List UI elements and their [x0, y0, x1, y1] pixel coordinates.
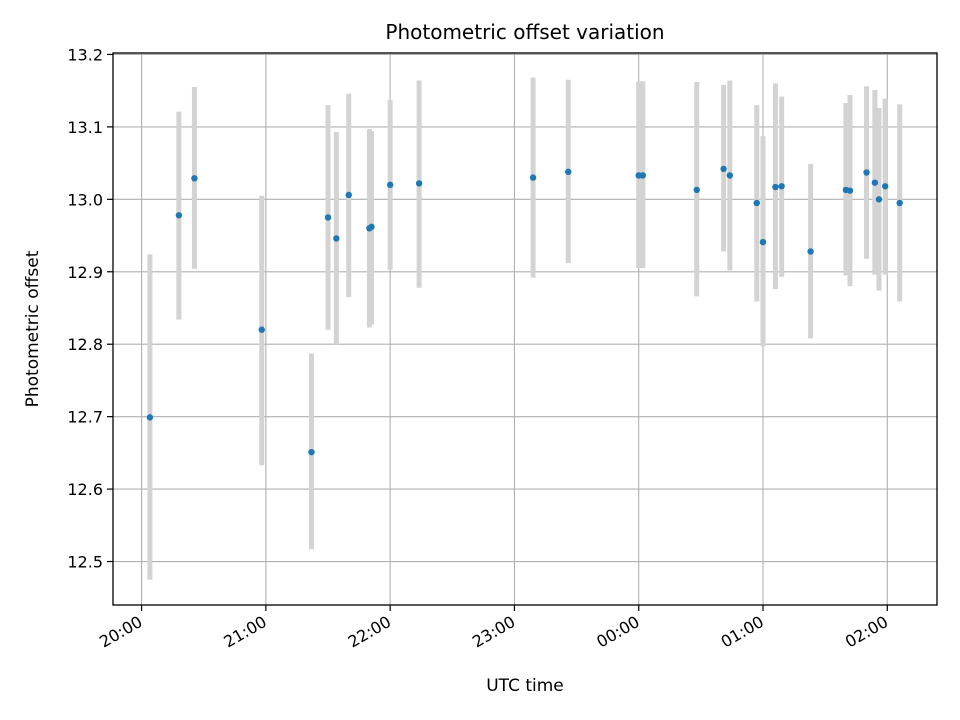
data-point: [772, 183, 779, 191]
data-point: [726, 172, 734, 179]
y-tick-label: 12.9: [67, 263, 103, 282]
data-point: [345, 191, 352, 199]
data-point: [386, 181, 394, 189]
data-point: [720, 165, 727, 173]
data-point: [639, 172, 647, 179]
data-point: [863, 169, 870, 176]
data-point: [308, 448, 315, 456]
data-point: [753, 199, 760, 207]
data-point: [191, 175, 198, 182]
data-point: [871, 179, 879, 186]
chart-title: Photometric offset variation: [385, 20, 664, 44]
data-point: [896, 199, 903, 207]
data-point: [415, 180, 423, 187]
y-tick-label: 13.0: [67, 190, 103, 209]
data-point: [368, 223, 375, 231]
plot-area-frame: [112, 52, 938, 606]
data-point: [324, 214, 332, 221]
data-point: [258, 326, 265, 333]
y-tick-label: 13.1: [67, 118, 103, 137]
y-tick-label: 12.7: [67, 408, 103, 427]
data-point: [759, 238, 767, 246]
x-axis-label: UTC time: [486, 676, 564, 696]
data-point: [778, 183, 785, 190]
y-axis: 12.5 12.6 12.7 12.8 12.9 13.0 13.1 13.2: [67, 45, 113, 572]
y-tick-label: 12.6: [67, 480, 103, 499]
data-points: [146, 165, 903, 456]
data-point: [333, 235, 340, 242]
y-tick-label: 12.5: [67, 553, 103, 572]
y-tick-label: 13.2: [67, 45, 103, 64]
data-point: [693, 186, 700, 194]
data-point: [807, 248, 814, 255]
y-axis-label: Photometric offset: [23, 250, 43, 407]
data-point: [846, 187, 854, 194]
data-point: [146, 414, 154, 421]
data-point: [529, 174, 537, 181]
data-point: [175, 212, 183, 219]
y-tick-label: 12.8: [67, 335, 103, 354]
data-point: [875, 196, 883, 203]
data-point: [881, 183, 889, 190]
data-point: [565, 168, 572, 176]
